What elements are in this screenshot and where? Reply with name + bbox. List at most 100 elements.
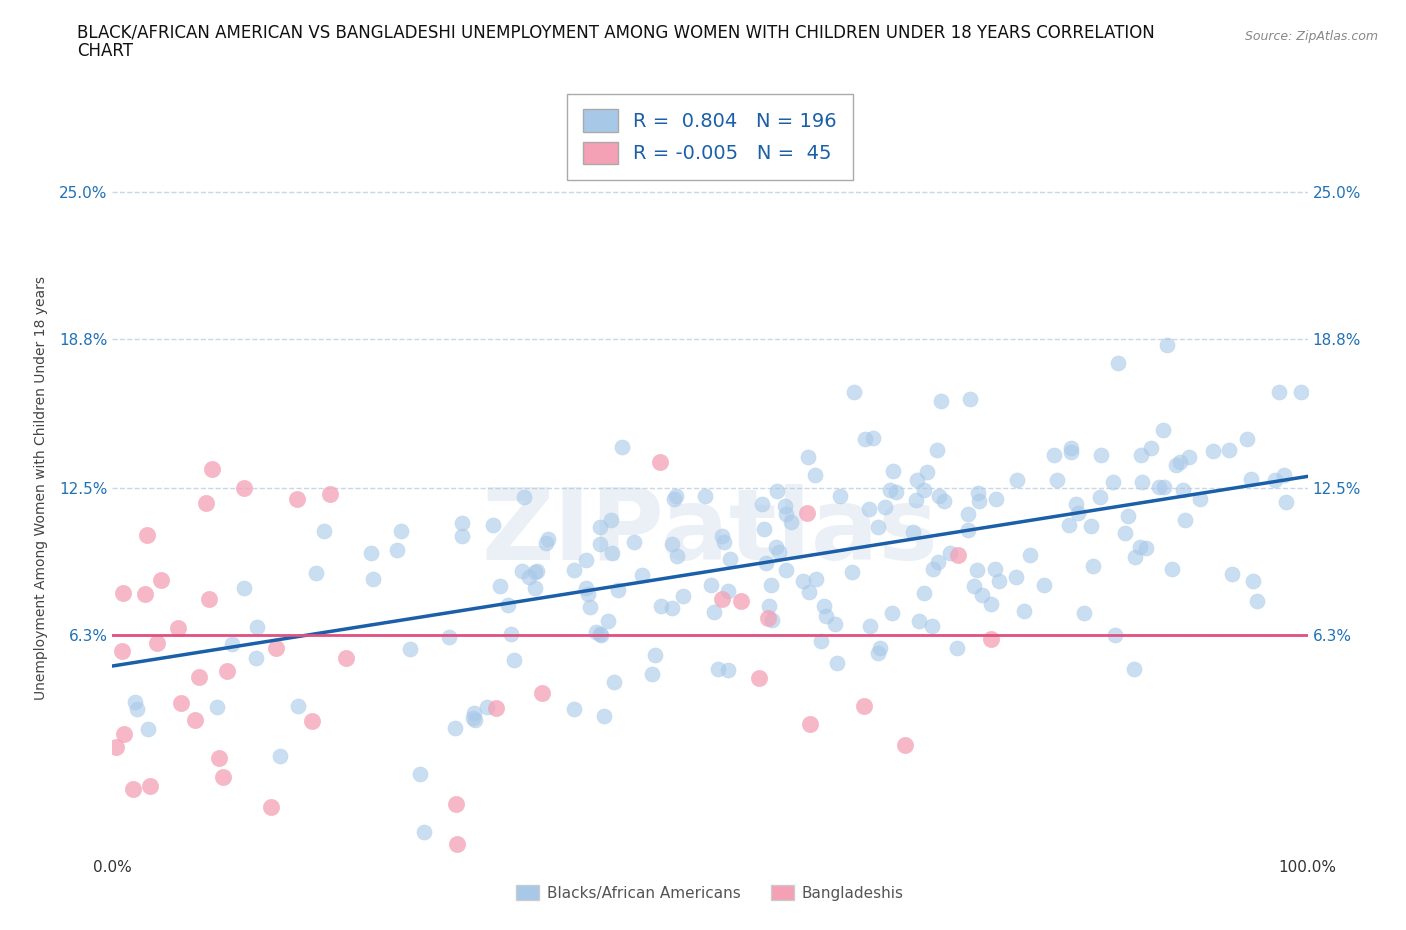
Point — [485, 701, 508, 716]
Point — [988, 574, 1011, 589]
Point — [1156, 338, 1178, 352]
Point — [361, 571, 384, 586]
Point — [579, 600, 602, 615]
Point — [1130, 448, 1153, 463]
Point — [1272, 468, 1295, 483]
Point — [661, 537, 683, 551]
Point — [758, 598, 780, 613]
Point — [610, 440, 633, 455]
Point — [716, 662, 738, 677]
Point — [644, 647, 666, 662]
Point — [1060, 441, 1083, 456]
Point — [576, 586, 599, 601]
Point — [593, 709, 616, 724]
Point — [862, 431, 884, 445]
Point — [1130, 474, 1153, 489]
Point — [905, 472, 928, 487]
Point — [139, 779, 162, 794]
Point — [713, 534, 735, 549]
Point — [921, 618, 943, 633]
Point — [135, 528, 157, 543]
Point — [1101, 474, 1123, 489]
Point — [1005, 473, 1028, 488]
Point — [879, 483, 901, 498]
Point — [928, 488, 950, 503]
Point — [664, 492, 686, 507]
Point — [804, 572, 827, 587]
Point — [1032, 578, 1054, 592]
Point — [963, 578, 986, 593]
Point — [335, 651, 357, 666]
Point — [409, 767, 432, 782]
Point — [208, 751, 231, 765]
Point — [517, 570, 540, 585]
Point — [1220, 566, 1243, 581]
Point — [1012, 604, 1035, 618]
Point — [1067, 506, 1090, 521]
Point — [443, 721, 465, 736]
Point — [1135, 540, 1157, 555]
Point — [1088, 490, 1111, 505]
Point — [970, 587, 993, 602]
Point — [1289, 385, 1312, 400]
Point — [537, 532, 560, 547]
Point — [1241, 573, 1264, 588]
Point — [150, 573, 173, 588]
Legend: Blacks/African Americans, Bangladeshis: Blacks/African Americans, Bangladeshis — [510, 879, 910, 907]
Point — [825, 656, 848, 671]
Point — [661, 601, 683, 616]
Point — [287, 698, 309, 713]
Point — [1019, 548, 1042, 563]
Point — [501, 626, 523, 641]
Point — [1161, 562, 1184, 577]
Point — [792, 574, 814, 589]
Point — [866, 520, 889, 535]
Point — [623, 535, 645, 550]
Point — [246, 619, 269, 634]
Point — [502, 653, 524, 668]
Point — [607, 582, 630, 597]
Point — [748, 671, 770, 686]
Point — [589, 628, 612, 643]
Point — [589, 537, 612, 551]
Point — [959, 392, 981, 406]
Point — [1240, 472, 1263, 486]
Point — [693, 488, 716, 503]
Point — [1043, 447, 1066, 462]
Point — [945, 641, 967, 656]
Point — [1116, 509, 1139, 524]
Point — [710, 528, 733, 543]
Point — [1188, 491, 1211, 506]
Point — [1268, 384, 1291, 399]
Point — [755, 555, 778, 570]
Point — [956, 523, 979, 538]
Point — [524, 565, 547, 579]
Point — [170, 696, 193, 711]
Point — [245, 651, 267, 666]
Point — [1114, 525, 1136, 540]
Point — [804, 467, 827, 482]
Point — [575, 580, 598, 595]
Point — [1104, 628, 1126, 643]
Point — [761, 613, 783, 628]
Point — [312, 524, 335, 538]
Point — [285, 491, 308, 506]
Point — [318, 486, 340, 501]
Point — [966, 563, 988, 578]
Point — [886, 485, 908, 499]
Point — [184, 712, 207, 727]
Point — [927, 554, 949, 569]
Point — [752, 522, 775, 537]
Text: BLACK/AFRICAN AMERICAN VS BANGLADESHI UNEMPLOYMENT AMONG WOMEN WITH CHILDREN UND: BLACK/AFRICAN AMERICAN VS BANGLADESHI UN… — [77, 23, 1156, 41]
Point — [650, 598, 672, 613]
Point — [1064, 497, 1087, 512]
Point — [957, 507, 980, 522]
Point — [703, 604, 725, 619]
Point — [534, 536, 557, 551]
Text: Source: ZipAtlas.com: Source: ZipAtlas.com — [1244, 30, 1378, 43]
Point — [360, 546, 382, 561]
Point — [264, 641, 287, 656]
Point — [489, 578, 512, 593]
Point — [221, 636, 243, 651]
Point — [1046, 473, 1069, 488]
